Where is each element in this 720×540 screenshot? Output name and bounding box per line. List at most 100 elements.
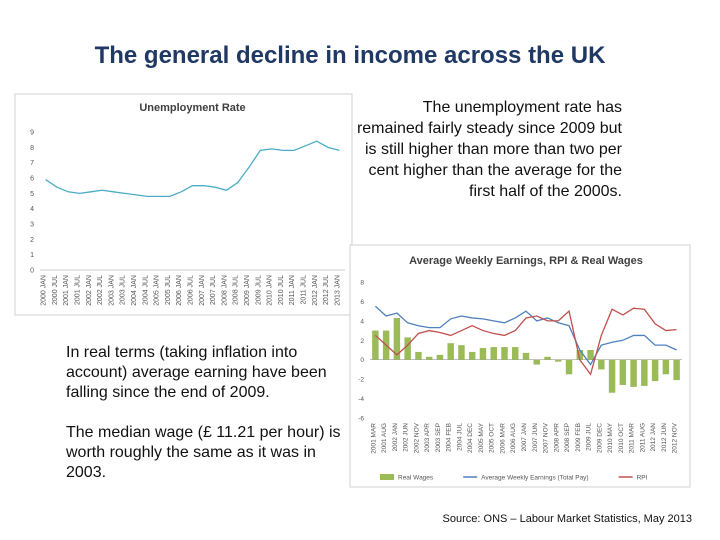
legend-label: RPI xyxy=(637,475,648,482)
x-tick-label: 2004 DEC xyxy=(467,423,474,453)
x-tick-label: 2004 FEB xyxy=(446,423,453,452)
x-tick-label: 2010 JUL xyxy=(278,275,285,305)
x-tick-label: 2003 SEP xyxy=(435,423,442,452)
x-tick-label: 2011 MAR xyxy=(629,423,636,454)
line xyxy=(374,305,677,366)
x-tick-label: 2001 MAR xyxy=(370,423,377,454)
x-tick-label: 2010 JAN xyxy=(267,275,274,306)
x-tick-label: 2011 JAN xyxy=(289,275,296,305)
x-tick-label: 2012 JAN xyxy=(650,423,657,452)
y-tick-label: 7 xyxy=(30,160,34,167)
bar xyxy=(425,356,433,360)
y-tick-label: 0 xyxy=(360,357,364,364)
x-tick-label: 2005 OCT xyxy=(489,423,496,453)
x-tick-label: 2012 JAN xyxy=(312,275,319,306)
x-tick-label: 2013 JAN xyxy=(334,275,341,306)
bar xyxy=(641,359,648,386)
x-tick-label: 2001 JAN xyxy=(63,275,70,306)
bar xyxy=(630,359,637,387)
legend-label: Real Wages xyxy=(398,475,434,482)
x-tick-label: 2003 APR xyxy=(424,423,431,453)
x-tick-label: 2006 JUL xyxy=(188,275,195,305)
y-tick-label: 8 xyxy=(30,145,34,152)
x-tick-label: 2005 JAN xyxy=(154,275,161,306)
source: Source: ONS – Labour Market Statistics, … xyxy=(442,513,692,525)
x-tick-label: 2009 JUL xyxy=(255,275,262,305)
x-tick-label: 2010 OCT xyxy=(618,423,625,453)
x-tick-label: 2006 AUG xyxy=(510,423,517,453)
x-tick-label: 2007 NOV xyxy=(543,422,550,453)
x-tick-label: 2012 JUN xyxy=(661,423,668,452)
x-tick-label: 2002 JAN xyxy=(392,423,399,452)
bar xyxy=(565,359,573,375)
bar xyxy=(458,345,465,360)
y-tick-label: 4 xyxy=(360,318,364,325)
bar xyxy=(544,356,551,360)
x-tick-label: 2007 JAN xyxy=(199,275,206,306)
bar xyxy=(555,359,562,362)
chart-title: Unemployment Rate xyxy=(139,102,245,114)
x-tick-label: 2006 JAN xyxy=(176,275,183,306)
y-tick-label: 6 xyxy=(30,176,34,183)
bar xyxy=(447,343,454,360)
y-tick-label: 5 xyxy=(30,191,34,198)
x-tick-label: 2001 AUG xyxy=(381,423,388,453)
x-tick-label: 2003 JAN xyxy=(108,275,115,306)
y-tick-label: 6 xyxy=(360,299,364,306)
legend-swatch xyxy=(380,474,394,480)
chart-title: Average Weekly Earnings, RPI & Real Wage… xyxy=(409,255,643,267)
x-tick-label: 2005 MAY xyxy=(478,422,485,453)
bar xyxy=(404,337,411,360)
x-tick-label: 2002 JUN xyxy=(403,423,410,452)
x-tick-label: 2010 MAY xyxy=(607,422,614,453)
x-tick-label: 2007 JUL xyxy=(210,275,217,305)
x-tick-label: 2011 JUL xyxy=(300,275,307,305)
chart-frame xyxy=(14,93,353,316)
y-tick-label: 2 xyxy=(360,338,364,345)
x-tick-label: 2009 JAN xyxy=(244,275,251,306)
x-tick-label: 2012 JUL xyxy=(323,275,330,305)
x-tick-label: 2003 JUL xyxy=(120,275,127,305)
bar xyxy=(393,317,401,360)
x-tick-label: 2008 JAN xyxy=(221,275,228,306)
y-tick-label: 4 xyxy=(30,206,34,213)
text-right: The unemployment rate has remained fairl… xyxy=(356,99,622,200)
x-tick-label: 2002 NOV xyxy=(413,422,420,453)
bar xyxy=(587,350,594,360)
x-tick-label: 2009 FEB xyxy=(575,423,582,452)
x-tick-label: 2001 JUL xyxy=(75,275,82,305)
y-tick-label: 3 xyxy=(30,222,34,229)
x-tick-label: 2002 JUL xyxy=(97,275,104,305)
x-tick-label: 2006 MAR xyxy=(499,423,506,454)
y-tick-label: 1 xyxy=(30,252,34,259)
x-tick-label: 2007 JUN xyxy=(532,423,539,452)
x-tick-label: 2009 JUL xyxy=(586,423,593,451)
line xyxy=(374,307,677,376)
x-tick-label: 2011 AUG xyxy=(639,423,646,453)
bar xyxy=(651,359,659,382)
bar xyxy=(490,347,497,360)
x-tick-label: 2005 JUL xyxy=(165,275,172,305)
y-tick-label: 2 xyxy=(30,237,34,244)
slide-title: The general decline in income across the… xyxy=(94,42,606,69)
y-tick-label: 0 xyxy=(30,268,34,275)
x-tick-label: 2009 DEC xyxy=(596,423,603,453)
bar xyxy=(468,351,476,360)
x-tick-label: 2012 NOV xyxy=(672,422,679,453)
text-left: The median wage (£ 11.21 per hour) is wo… xyxy=(66,424,341,481)
bar xyxy=(415,351,422,360)
bar xyxy=(533,359,540,365)
bar xyxy=(372,330,379,360)
x-tick-label: 2008 JUL xyxy=(233,275,240,305)
x-tick-label: 2004 JUL xyxy=(456,423,463,451)
y-tick-label: 8 xyxy=(360,280,364,287)
bar xyxy=(501,347,508,360)
y-tick-label: -6 xyxy=(358,416,364,423)
x-tick-label: 2004 JAN xyxy=(131,275,138,306)
y-tick-label: -4 xyxy=(358,396,364,403)
bar xyxy=(619,359,627,385)
x-tick-label: 2002 JAN xyxy=(86,275,93,306)
y-tick-label: 9 xyxy=(30,130,34,137)
bar xyxy=(662,359,670,375)
